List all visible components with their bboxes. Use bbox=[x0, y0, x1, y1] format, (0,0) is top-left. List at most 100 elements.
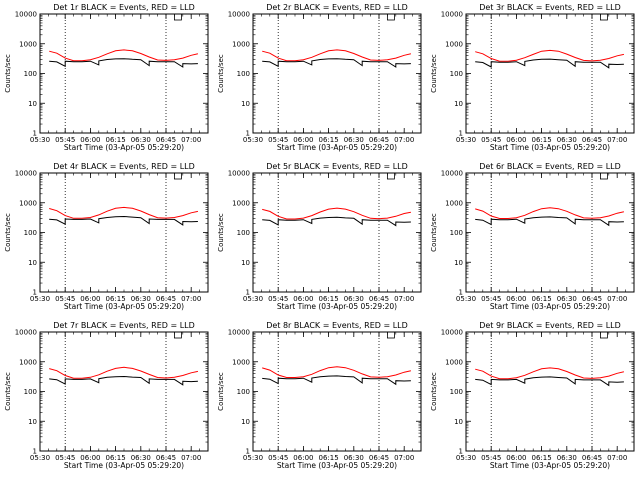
top-marker-box bbox=[600, 13, 608, 21]
x-tick-label: 05:45 bbox=[481, 454, 501, 462]
x-tick-label: 06:15 bbox=[532, 136, 552, 144]
x-tick-label: 06:45 bbox=[582, 454, 602, 462]
chart-panel: Det 6r BLACK = Events, RED = LLD 1 10 100 10… bbox=[430, 162, 635, 311]
x-tick-label: 05:45 bbox=[268, 454, 288, 462]
events-series-line bbox=[475, 376, 624, 387]
plot-frame bbox=[39, 331, 209, 452]
plot-frame bbox=[465, 331, 635, 452]
lld-series-line bbox=[475, 367, 625, 380]
y-tick-label: 10000 bbox=[15, 11, 37, 19]
chart-panel: Det 1r BLACK = Events, RED = LLD 1 10 100 10… bbox=[4, 3, 209, 152]
top-marker-box bbox=[386, 172, 395, 180]
chart-title: Det 8r BLACK = Events, RED = LLD bbox=[266, 321, 408, 330]
plot-frame bbox=[465, 172, 635, 293]
x-tick-label: 05:30 bbox=[30, 295, 50, 303]
y-tick-label: 10000 bbox=[441, 329, 463, 337]
x-axis-label: Start Time (03-Apr-05 05:29:20) bbox=[490, 461, 610, 470]
y-tick-label: 10 bbox=[241, 418, 250, 426]
x-tick-label: 06:00 bbox=[293, 295, 313, 303]
top-marker-box bbox=[173, 13, 182, 21]
y-tick-label: 1 bbox=[459, 448, 463, 456]
x-tick-label: 06:00 bbox=[506, 295, 526, 303]
x-tick-label: 06:30 bbox=[131, 136, 151, 144]
y-tick-label: 1000 bbox=[445, 358, 463, 366]
y-axis-label: Counts/sec bbox=[4, 213, 12, 252]
plot-frame bbox=[39, 172, 209, 293]
x-axis-label: Start Time (03-Apr-05 05:29:20) bbox=[277, 461, 397, 470]
y-tick-label: 10 bbox=[28, 259, 37, 267]
chart-panel: Det 7r BLACK = Events, RED = LLD 1 10 100 10… bbox=[4, 321, 209, 470]
lld-series-line bbox=[475, 207, 625, 219]
x-tick-label: 05:30 bbox=[456, 295, 476, 303]
x-tick-label: 06:15 bbox=[106, 136, 126, 144]
top-marker-box bbox=[173, 331, 182, 339]
y-tick-label: 100 bbox=[450, 70, 463, 78]
x-tick-label: 05:45 bbox=[55, 136, 75, 144]
y-axis-label: Counts/sec bbox=[430, 54, 438, 93]
x-tick-label: 07:00 bbox=[394, 295, 414, 303]
x-tick-label: 06:15 bbox=[319, 454, 339, 462]
y-tick-label: 10000 bbox=[441, 11, 463, 19]
x-tick-label: 05:30 bbox=[456, 454, 476, 462]
y-tick-label: 100 bbox=[237, 229, 250, 237]
y-tick-label: 1 bbox=[33, 448, 37, 456]
x-tick-label: 07:00 bbox=[181, 136, 201, 144]
y-axis-label: Counts/sec bbox=[4, 372, 12, 411]
x-axis-label: Start Time (03-Apr-05 05:29:20) bbox=[490, 302, 610, 311]
x-tick-label: 06:30 bbox=[557, 295, 577, 303]
events-series-line bbox=[262, 58, 411, 68]
x-tick-label: 05:45 bbox=[55, 454, 75, 462]
x-tick-label: 06:30 bbox=[344, 454, 364, 462]
x-tick-label: 05:30 bbox=[243, 295, 263, 303]
x-tick-label: 06:30 bbox=[131, 454, 151, 462]
lld-series-line bbox=[475, 49, 625, 62]
x-tick-label: 07:00 bbox=[607, 295, 627, 303]
top-marker-box bbox=[386, 13, 395, 21]
y-tick-label: 1000 bbox=[232, 358, 250, 366]
x-tick-label: 06:45 bbox=[369, 454, 389, 462]
chart-title: Det 1r BLACK = Events, RED = LLD bbox=[53, 3, 195, 12]
y-tick-label: 10000 bbox=[441, 170, 463, 178]
top-marker-box bbox=[600, 331, 608, 339]
y-tick-label: 100 bbox=[450, 229, 463, 237]
x-tick-label: 06:00 bbox=[80, 454, 100, 462]
chart-panel: Det 5r BLACK = Events, RED = LLD 1 10 100 10… bbox=[217, 162, 422, 311]
x-tick-label: 05:30 bbox=[456, 136, 476, 144]
events-series-line bbox=[262, 216, 411, 227]
y-tick-label: 100 bbox=[24, 229, 37, 237]
events-series-line bbox=[49, 58, 198, 68]
x-tick-label: 06:00 bbox=[293, 136, 313, 144]
x-tick-label: 05:30 bbox=[243, 454, 263, 462]
x-tick-label: 06:30 bbox=[344, 295, 364, 303]
plot-frame bbox=[465, 13, 635, 134]
lld-series-line bbox=[262, 49, 412, 62]
events-series-line bbox=[49, 375, 198, 386]
x-axis-label: Start Time (03-Apr-05 05:29:20) bbox=[64, 461, 184, 470]
y-tick-label: 10000 bbox=[15, 329, 37, 337]
x-axis-label: Start Time (03-Apr-05 05:29:20) bbox=[64, 143, 184, 152]
y-axis-label: Counts/sec bbox=[430, 213, 438, 252]
x-tick-label: 06:45 bbox=[156, 454, 176, 462]
x-tick-label: 07:00 bbox=[607, 454, 627, 462]
y-tick-label: 1000 bbox=[19, 358, 37, 366]
y-tick-label: 1 bbox=[33, 289, 37, 297]
chart-title: Det 4r BLACK = Events, RED = LLD bbox=[53, 162, 195, 171]
y-axis-label: Counts/sec bbox=[4, 54, 12, 93]
x-tick-label: 05:30 bbox=[243, 136, 263, 144]
x-tick-label: 06:00 bbox=[506, 454, 526, 462]
x-tick-label: 06:15 bbox=[106, 295, 126, 303]
x-tick-label: 06:00 bbox=[506, 136, 526, 144]
x-tick-label: 05:30 bbox=[30, 454, 50, 462]
y-axis-label: Counts/sec bbox=[430, 372, 438, 411]
x-tick-label: 05:45 bbox=[481, 295, 501, 303]
chart-panel: Det 3r BLACK = Events, RED = LLD 1 10 100 10… bbox=[430, 3, 635, 152]
x-tick-label: 07:00 bbox=[394, 136, 414, 144]
y-tick-label: 1000 bbox=[232, 40, 250, 48]
x-axis-label: Start Time (03-Apr-05 05:29:20) bbox=[64, 302, 184, 311]
plot-frame bbox=[252, 13, 422, 134]
x-tick-label: 06:30 bbox=[557, 454, 577, 462]
x-tick-label: 05:45 bbox=[481, 136, 501, 144]
y-tick-label: 1 bbox=[459, 130, 463, 138]
y-tick-label: 1000 bbox=[19, 40, 37, 48]
